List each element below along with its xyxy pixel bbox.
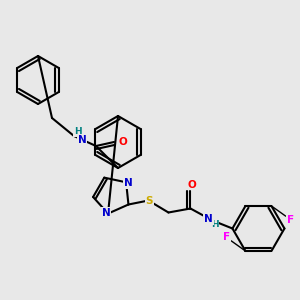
Text: H: H — [74, 128, 82, 136]
Text: N: N — [124, 178, 133, 188]
Text: O: O — [118, 137, 127, 147]
Text: O: O — [187, 179, 196, 190]
Text: N: N — [78, 135, 86, 145]
Text: F: F — [287, 215, 294, 225]
Text: N: N — [102, 208, 110, 218]
Text: H: H — [211, 220, 218, 229]
Text: N: N — [204, 214, 213, 224]
Text: S: S — [146, 196, 153, 206]
Text: F: F — [223, 232, 230, 242]
